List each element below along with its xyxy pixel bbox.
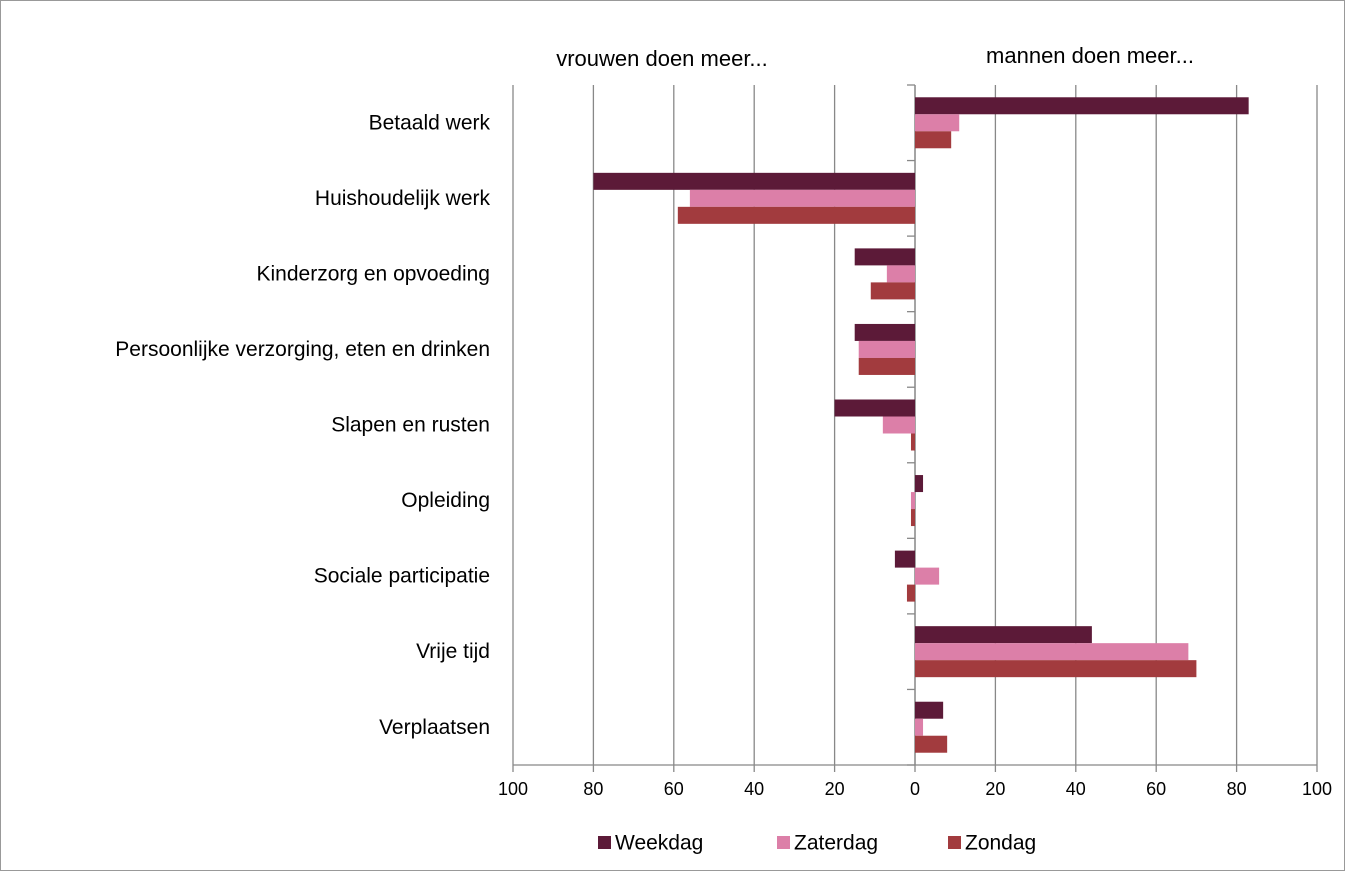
bar: [915, 626, 1092, 644]
y-tick-label: Persoonlijke verzorging, eten en drinken: [115, 338, 490, 361]
bar: [915, 475, 924, 493]
annotation-left: vrouwen doen meer...: [556, 46, 768, 71]
legend-label: Zondag: [965, 832, 1036, 855]
bar: [677, 206, 915, 224]
bar: [854, 248, 915, 266]
bar: [915, 735, 948, 753]
bar: [915, 643, 1189, 661]
bar: [915, 97, 1249, 115]
y-tick-label: Slapen en rusten: [331, 414, 490, 437]
x-tick-label: 80: [583, 779, 603, 799]
annotation-right: mannen doen meer...: [986, 43, 1194, 68]
y-tick-label: Kinderzorg en opvoeding: [256, 262, 490, 285]
bar: [915, 114, 960, 132]
bar: [886, 265, 915, 283]
x-tick-label: 60: [664, 779, 684, 799]
bar: [910, 509, 915, 527]
x-tick-label: 100: [498, 779, 528, 799]
x-tick-label: 20: [825, 779, 845, 799]
legend-swatch: [777, 836, 790, 849]
bar: [882, 416, 915, 434]
bar: [915, 131, 952, 149]
x-tick-label: 40: [744, 779, 764, 799]
legend-swatch: [598, 836, 611, 849]
y-tick-label: Betaald werk: [369, 111, 491, 134]
legend-label: Weekdag: [615, 832, 703, 855]
y-tick-label: Opleiding: [401, 489, 490, 512]
bar: [870, 282, 915, 300]
bar: [689, 189, 915, 207]
y-tick-label: Sociale participatie: [314, 565, 490, 588]
bar: [915, 567, 940, 585]
bar: [834, 399, 915, 417]
bar: [906, 584, 915, 602]
bar: [894, 550, 915, 568]
legend-swatch: [948, 836, 961, 849]
bar: [915, 660, 1197, 678]
x-tick-label: 80: [1227, 779, 1247, 799]
x-tick-label: 40: [1066, 779, 1086, 799]
bar: [910, 492, 915, 510]
y-tick-label: Verplaatsen: [379, 716, 490, 739]
x-tick-label: 20: [985, 779, 1005, 799]
x-tick-label: 0: [910, 779, 920, 799]
y-tick-label: Vrije tijd: [416, 640, 490, 663]
legend-label: Zaterdag: [794, 832, 878, 855]
bar: [915, 701, 944, 719]
bar: [854, 323, 915, 341]
bar: [910, 433, 915, 451]
y-tick-label: Huishoudelijk werk: [315, 187, 491, 210]
bar: [915, 718, 924, 736]
x-tick-label: 60: [1146, 779, 1166, 799]
bar: [858, 357, 915, 375]
bar: [593, 172, 915, 190]
x-tick-label: 100: [1302, 779, 1332, 799]
bar: [858, 340, 915, 358]
